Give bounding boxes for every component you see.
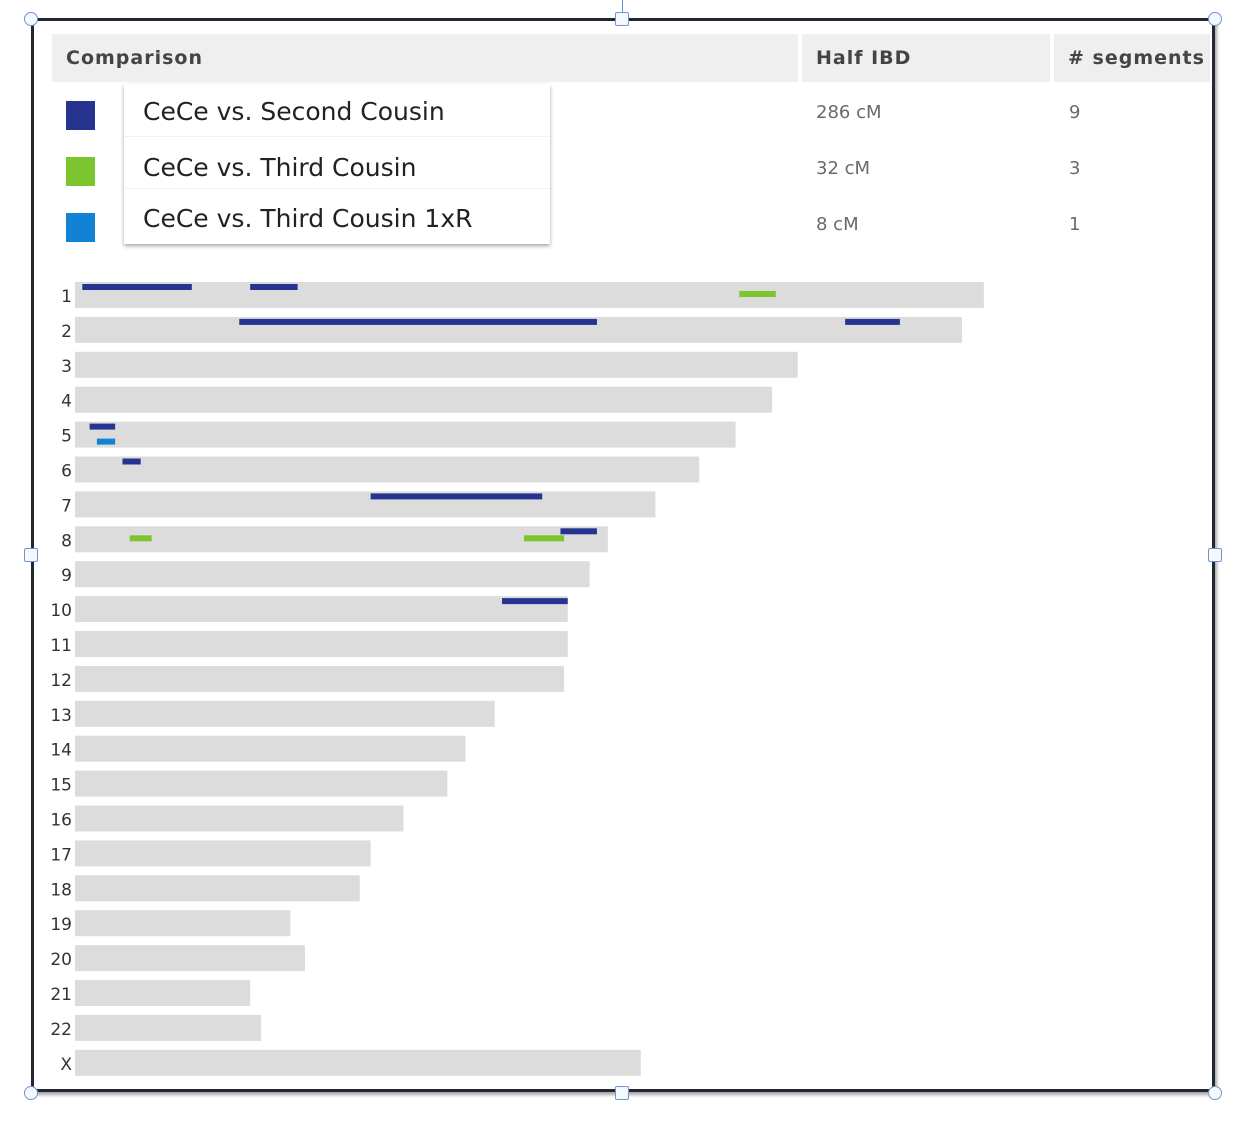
- resize-handle-bottom-right[interactable]: [1208, 1086, 1222, 1100]
- half-ibd-value: 8 cM: [816, 214, 859, 235]
- chromosome-label-21: 21: [50, 985, 72, 1005]
- segments-count: 3: [1069, 158, 1081, 179]
- comparison-labels-box: CeCe vs. Second Cousin CeCe vs. Third Co…: [124, 84, 550, 244]
- chromosome-label-10: 10: [50, 601, 72, 621]
- chromosome-label-11: 11: [50, 636, 72, 656]
- chromosome-bar-8: [75, 526, 608, 553]
- half-ibd-value: 32 cM: [816, 158, 871, 179]
- resize-handle-bottom-left[interactable]: [24, 1086, 38, 1100]
- chromosome-label-18: 18: [50, 880, 72, 900]
- chromosome-bar-7: [75, 491, 656, 518]
- chromosome-bar-15: [75, 770, 448, 797]
- table-row: 32 cM 3: [52, 141, 1210, 197]
- resize-handle-left[interactable]: [24, 548, 38, 562]
- resize-handle-right[interactable]: [1208, 548, 1222, 562]
- chromosome-label-20: 20: [50, 950, 72, 970]
- chromosome-bar-22: [75, 1014, 262, 1041]
- chromosome-bar-17: [75, 840, 371, 867]
- ibd-segment: [560, 528, 597, 535]
- chromosome-bar-20: [75, 945, 305, 972]
- chromosome-bar-10: [75, 596, 568, 623]
- divider: [124, 136, 550, 137]
- ibd-segment: [250, 284, 298, 290]
- chromosome-label-9: 9: [61, 566, 72, 586]
- chromosome-label-15: 15: [50, 776, 72, 796]
- header-cell-segments: # segments: [1054, 34, 1210, 82]
- half-ibd-value: 286 cM: [816, 102, 882, 123]
- ibd-segment: [129, 535, 152, 542]
- ibd-segment: [82, 284, 192, 290]
- ibd-segment: [502, 598, 568, 605]
- chromosome-label-5: 5: [61, 427, 72, 447]
- chromosome-bar-19: [75, 910, 291, 937]
- chromosome-bar-12: [75, 665, 565, 692]
- chromosome-label-7: 7: [61, 496, 72, 516]
- chromosome-label-13: 13: [50, 706, 72, 726]
- chromosome-label-1: 1: [61, 287, 72, 307]
- chromosome-bar-6: [75, 456, 700, 483]
- chromosome-bar-11: [75, 631, 568, 657]
- chromosome-label-19: 19: [50, 915, 72, 935]
- chromosome-label-14: 14: [50, 741, 72, 761]
- divider: [124, 188, 550, 189]
- resize-handle-top[interactable]: [615, 12, 629, 26]
- chromosome-bar-14: [75, 735, 466, 762]
- resize-handle-top-left[interactable]: [24, 12, 38, 26]
- ibd-segment: [239, 318, 597, 325]
- header-cell-comparison: Comparison: [52, 34, 798, 82]
- chromosome-bar-5: [75, 421, 736, 448]
- chromosome-bar-1: [75, 282, 984, 308]
- chromosome-bar-4: [75, 386, 773, 413]
- chromosome-label-3: 3: [61, 357, 72, 377]
- ibd-segment: [89, 423, 116, 430]
- segments-count: 1: [1069, 214, 1081, 235]
- resize-handle-bottom[interactable]: [615, 1086, 629, 1100]
- comparison-label-second-cousin: CeCe vs. Second Cousin: [143, 97, 445, 126]
- table-row: 286 cM 9: [52, 85, 1210, 141]
- legend-swatch-third-cousin-1xr: [66, 213, 95, 242]
- legend-swatch-second-cousin: [66, 101, 95, 130]
- legend-swatch-third-cousin: [66, 157, 95, 186]
- chromosome-label-8: 8: [61, 531, 72, 551]
- chromosome-bar-16: [75, 805, 404, 832]
- chromosome-bar-18: [75, 875, 360, 902]
- ibd-segment: [739, 291, 776, 297]
- chromosome-label-17: 17: [50, 845, 72, 865]
- chromosome-bar-21: [75, 980, 251, 1006]
- chromosome-label-2: 2: [61, 322, 72, 342]
- resize-handle-top-right[interactable]: [1208, 12, 1222, 26]
- comparison-label-third-cousin-1xr: CeCe vs. Third Cousin 1xR: [143, 204, 473, 233]
- chromosome-label-12: 12: [50, 671, 72, 691]
- ibd-segment: [523, 535, 565, 542]
- column-header-segments: # segments: [1068, 47, 1205, 69]
- chromosome-label-22: 22: [50, 1020, 72, 1040]
- column-header-comparison: Comparison: [66, 47, 203, 69]
- comparison-label-third-cousin: CeCe vs. Third Cousin: [143, 153, 417, 182]
- chromosome-bar-x: [75, 1049, 641, 1076]
- chromosome-label-4: 4: [61, 392, 72, 412]
- chromosome-bar-9: [75, 561, 590, 588]
- chromosome-label-x: X: [60, 1055, 72, 1075]
- ibd-segment: [96, 438, 116, 445]
- ibd-segment: [370, 493, 543, 500]
- anchor-line: [622, 0, 623, 14]
- segments-count: 9: [1069, 102, 1081, 123]
- ibd-segment: [845, 318, 900, 325]
- chromosome-bar-13: [75, 700, 495, 727]
- ibd-segment: [122, 458, 141, 465]
- column-header-half-ibd: Half IBD: [816, 47, 912, 69]
- table-row: 8 cM 1: [52, 197, 1210, 253]
- header-cell-half-ibd: Half IBD: [802, 34, 1050, 82]
- chromosome-bar-3: [75, 351, 798, 378]
- chromosome-label-6: 6: [61, 462, 72, 482]
- chromosome-label-16: 16: [50, 811, 72, 831]
